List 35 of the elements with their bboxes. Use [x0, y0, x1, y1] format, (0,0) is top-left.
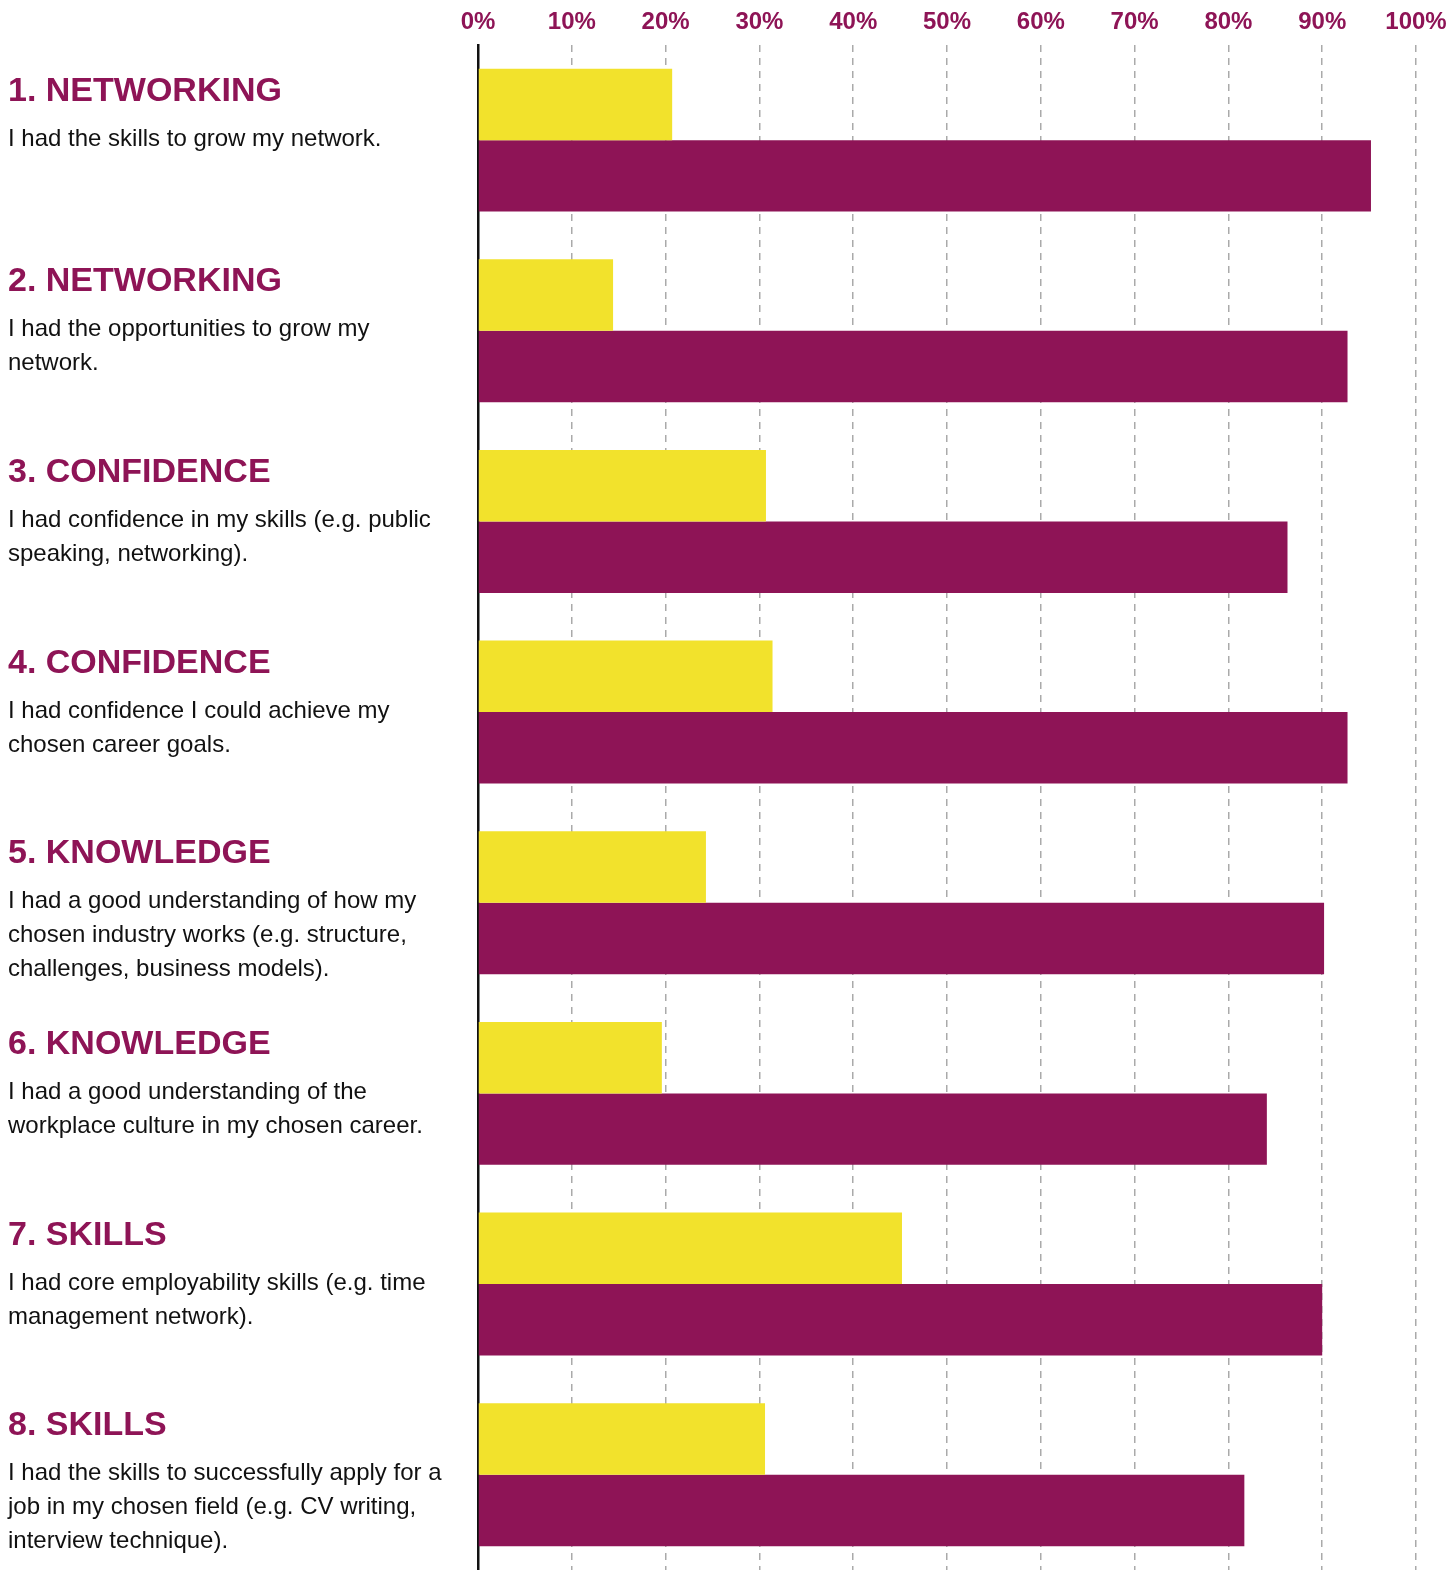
x-tick-label: 90% — [1298, 7, 1347, 35]
bar — [478, 68, 673, 141]
bar — [478, 1093, 1267, 1165]
y-tick-label: 5. KNOWLEDGE I had a good understanding of how my chosen industry works (e.g. structure, challenges, business models). — [8, 831, 418, 984]
x-tick-label: 30% — [735, 7, 784, 35]
y-tick-label: 4. CONFIDENCE I had confidence I could achieve my chosen career goals. — [8, 640, 391, 759]
x-tick-label: 80% — [1204, 7, 1253, 35]
x-tick-label: 70% — [1110, 7, 1159, 35]
bar — [478, 140, 1371, 212]
bar — [478, 449, 766, 522]
y-tick-label: 6. KNOWLEDGE I had a good understanding of the workplace culture in my chosen career. — [8, 1022, 424, 1141]
bar — [478, 712, 1348, 784]
bar — [478, 521, 1288, 593]
bar — [478, 259, 614, 331]
x-tick-label: 60% — [1016, 7, 1065, 35]
y-tick-label: 8. SKILLS I had the skills to successfully apply for a job in my chosen field (e.g. CV writing, interview technique). — [8, 1403, 443, 1556]
bar — [478, 1474, 1245, 1547]
x-tick-label: 10% — [547, 7, 596, 35]
x-tick-label: 0% — [460, 7, 496, 35]
y-tick-label: 7. SKILLS I had core employability skills (e.g. time management network). — [8, 1212, 427, 1331]
y-tick-label: 3. CONFIDENCE I had confidence in my skills (e.g. public speaking, networking). — [8, 450, 432, 569]
x-tick-label: 100% — [1385, 7, 1447, 35]
bar — [478, 1212, 902, 1285]
bar — [478, 330, 1348, 403]
bar — [478, 1021, 662, 1094]
bar — [478, 640, 773, 713]
bar — [478, 831, 706, 903]
bar — [478, 1403, 766, 1475]
x-tick-label: 40% — [829, 7, 878, 35]
x-tick-label: 50% — [922, 7, 972, 35]
x-tick-label: 20% — [641, 7, 690, 35]
y-tick-label: 2. NETWORKING I had the opportunities to grow my network. — [8, 259, 371, 378]
bar — [478, 1284, 1323, 1356]
bar — [478, 902, 1325, 975]
y-tick-label: 1. NETWORKING I had the skills to grow my network. — [8, 68, 383, 153]
